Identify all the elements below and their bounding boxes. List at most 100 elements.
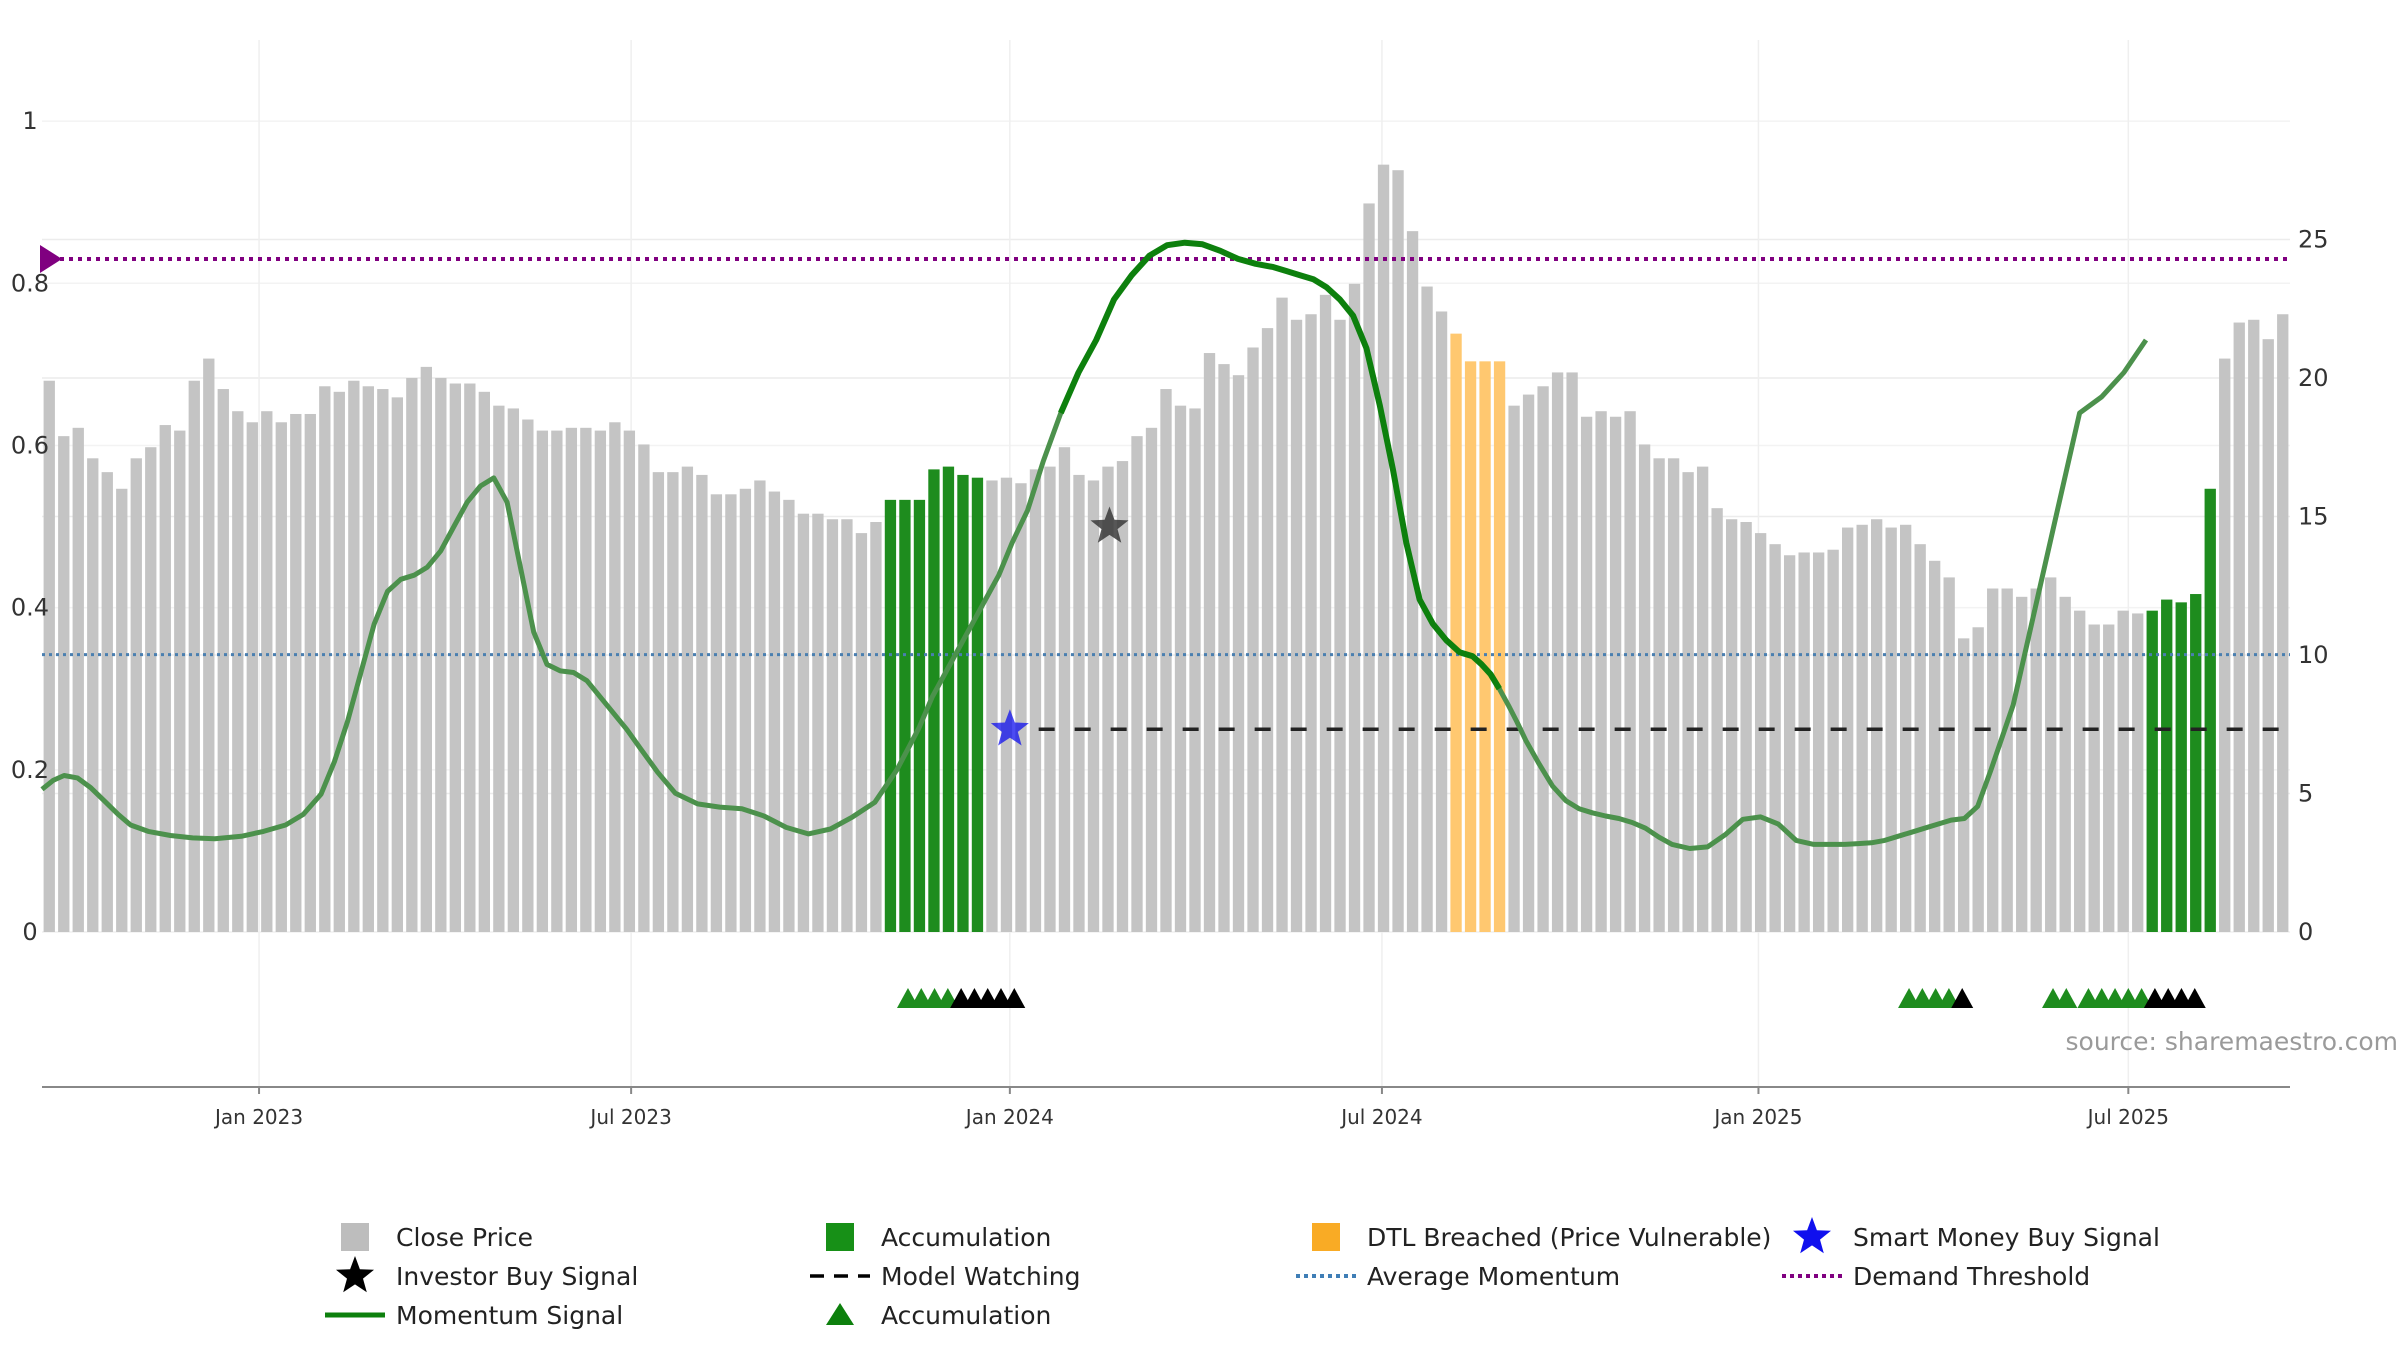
- close-price-bar: [1174, 405, 1187, 933]
- close-price-bar: [2219, 358, 2231, 933]
- close-price-bar: [1885, 527, 1897, 932]
- close-price-bar: [275, 422, 287, 932]
- legend-item: Momentum Signal: [325, 1301, 623, 1330]
- accumulation-triangle-black: [1003, 988, 1026, 1008]
- close-price-bar: [493, 405, 505, 933]
- close-price-bar: [1131, 436, 1143, 932]
- legend-label: Smart Money Buy Signal: [1853, 1223, 2160, 1252]
- source-label: source: sharemaestro.com: [2066, 1027, 2399, 1056]
- close-price-bar: [1914, 544, 1926, 932]
- close-price-bar: [188, 380, 200, 932]
- y-right-tick-label: 15: [2298, 502, 2329, 530]
- close-price-bar: [1305, 314, 1317, 933]
- close-price-bar: [710, 494, 723, 932]
- accumulation-bar: [2175, 602, 2187, 932]
- close-price-bar: [1653, 458, 1665, 932]
- close-price-bar: [464, 383, 476, 932]
- close-price-bar: [1203, 353, 1216, 932]
- close-price-bar: [145, 447, 157, 932]
- x-tick-label: Jan 2025: [1712, 1105, 1802, 1129]
- close-price-bar: [1682, 472, 1694, 932]
- close-price-bar: [420, 366, 432, 933]
- close-price-bar: [333, 391, 345, 932]
- accumulation-bar: [957, 474, 969, 932]
- close-price-bar: [1392, 170, 1404, 933]
- close-price-bar: [1073, 474, 1085, 932]
- x-tick-label: Jan 2023: [213, 1105, 303, 1129]
- legend-item: Close Price: [341, 1223, 533, 1252]
- y-right-tick-label: 0: [2298, 918, 2313, 946]
- close-price-bar: [1377, 164, 1390, 932]
- close-price-bar: [1972, 627, 1984, 932]
- legend-label: Average Momentum: [1367, 1262, 1620, 1291]
- close-price-bar: [1871, 519, 1883, 932]
- demand-threshold-marker: [40, 244, 62, 273]
- close-price-bar: [1783, 555, 1796, 932]
- momentum-signal-line: [40, 239, 2149, 851]
- dtl-breached-legend-icon: [1312, 1223, 1340, 1251]
- legend-item: Accumulation: [826, 1301, 1051, 1330]
- accumulation-bar: [928, 469, 940, 932]
- close-price-legend-icon: [341, 1223, 369, 1251]
- close-price-bar: [217, 389, 229, 933]
- close-price-bar: [1624, 411, 1636, 932]
- close-price-bar: [1595, 411, 1607, 932]
- close-price-bar: [870, 522, 882, 932]
- close-price-bar: [1725, 519, 1738, 932]
- momentum-signal-strong-segment: [1058, 239, 1502, 691]
- close-price-bar: [1566, 372, 1578, 932]
- close-price-bar: [261, 411, 273, 932]
- close-price-bar: [507, 408, 520, 932]
- close-price-bar: [1508, 405, 1520, 933]
- close-price-bar: [362, 386, 374, 932]
- legend-label: Demand Threshold: [1853, 1262, 2090, 1291]
- close-price-bar: [1015, 483, 1027, 932]
- close-price-bar: [1711, 508, 1723, 932]
- close-price-bar: [101, 472, 113, 932]
- legend-item: Model Watching: [810, 1262, 1081, 1291]
- close-price-bar: [1363, 203, 1375, 933]
- close-price-bar: [87, 458, 99, 932]
- close-price-bar: [2277, 314, 2289, 933]
- y-left-tick-label: 0: [22, 918, 37, 946]
- close-price-bar: [1319, 294, 1332, 932]
- close-price-bar: [797, 513, 810, 932]
- y-left-tick-label: 0.8: [11, 269, 49, 297]
- close-price-bar: [1189, 408, 1201, 932]
- investor-legend-star-icon: [336, 1256, 374, 1293]
- close-price-bar: [130, 458, 142, 932]
- close-price-bar: [565, 427, 578, 932]
- x-tick-label: Jan 2024: [964, 1105, 1054, 1129]
- close-price-bar: [159, 425, 171, 932]
- close-price-bars: [43, 164, 2289, 933]
- close-price-bar: [739, 488, 752, 932]
- y-right-tick-label: 10: [2298, 641, 2329, 669]
- close-price-bar: [1696, 466, 1709, 932]
- close-price-bar: [1551, 372, 1564, 932]
- close-price-bar: [1276, 297, 1288, 932]
- accumulation-bar: [2204, 488, 2216, 932]
- y-left-tick-label: 0.6: [11, 431, 49, 459]
- close-price-bar: [1261, 328, 1274, 932]
- y-left-tick-label: 1: [22, 107, 37, 135]
- close-price-bar: [1769, 544, 1781, 932]
- close-price-bar: [304, 413, 316, 932]
- close-price-bar: [1290, 319, 1303, 932]
- close-price-bar: [1929, 560, 1941, 932]
- close-price-bar: [377, 389, 389, 933]
- close-price-bar: [1580, 416, 1593, 932]
- legend-label: Accumulation: [881, 1301, 1051, 1330]
- legend-item: Accumulation: [826, 1223, 1051, 1252]
- close-price-bar: [652, 472, 665, 932]
- close-price-bar: [2117, 610, 2129, 932]
- close-price-bar: [1798, 552, 1810, 932]
- close-price-bar: [1841, 527, 1854, 932]
- close-price-bar: [232, 411, 244, 932]
- close-price-bar: [768, 491, 781, 932]
- close-price-bar: [783, 499, 795, 932]
- investor-buy-signal-star: [1090, 506, 1129, 543]
- legend-label: Momentum Signal: [396, 1301, 623, 1330]
- close-price-bar: [1116, 461, 1129, 932]
- close-price-bar: [609, 422, 621, 932]
- close-price-bar: [522, 419, 534, 933]
